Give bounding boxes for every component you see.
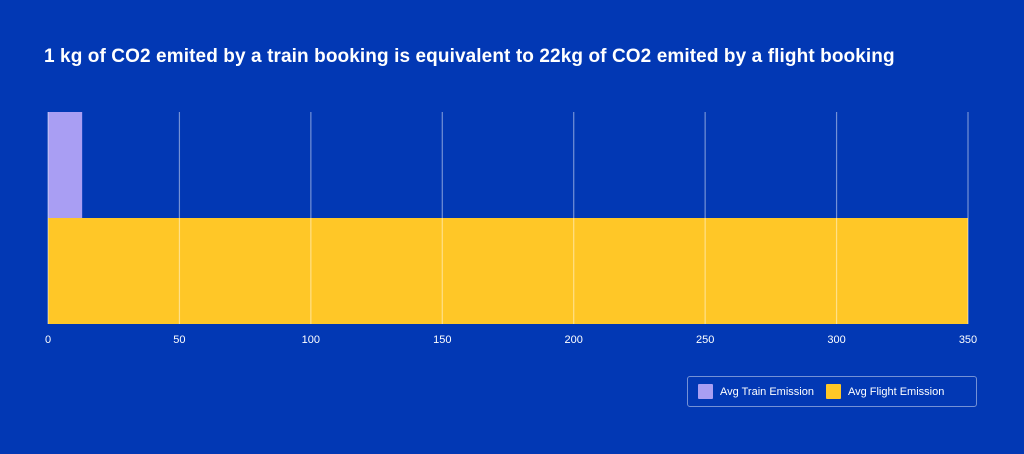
legend-label-flight: Avg Flight Emission bbox=[847, 385, 945, 398]
legend-swatch-train bbox=[698, 384, 713, 399]
chart-legend: Avg Train Emission Avg Flight Emission bbox=[687, 376, 977, 407]
x-tick-label-300: 300 bbox=[827, 334, 845, 346]
x-tick-label-150: 150 bbox=[433, 334, 451, 346]
chart-title: 1 kg of CO2 emited by a train booking is… bbox=[44, 46, 895, 67]
legend-label-train: Avg Train Emission bbox=[720, 385, 814, 398]
x-tick-label-250: 250 bbox=[696, 334, 714, 346]
bar-avg-flight-emission bbox=[48, 218, 968, 324]
legend-item-flight[interactable]: Avg Flight Emission bbox=[825, 384, 945, 399]
x-tick-label-50: 50 bbox=[173, 334, 185, 346]
x-tick-label-350: 350 bbox=[959, 334, 977, 346]
x-tick-label-200: 200 bbox=[565, 334, 583, 346]
bar-avg-train-emission bbox=[48, 112, 83, 218]
x-tick-label-100: 100 bbox=[302, 334, 320, 346]
legend-item-train[interactable]: Avg Train Emission bbox=[698, 384, 814, 399]
legend-swatch-flight bbox=[825, 384, 841, 399]
x-tick-label-0: 0 bbox=[45, 334, 51, 346]
